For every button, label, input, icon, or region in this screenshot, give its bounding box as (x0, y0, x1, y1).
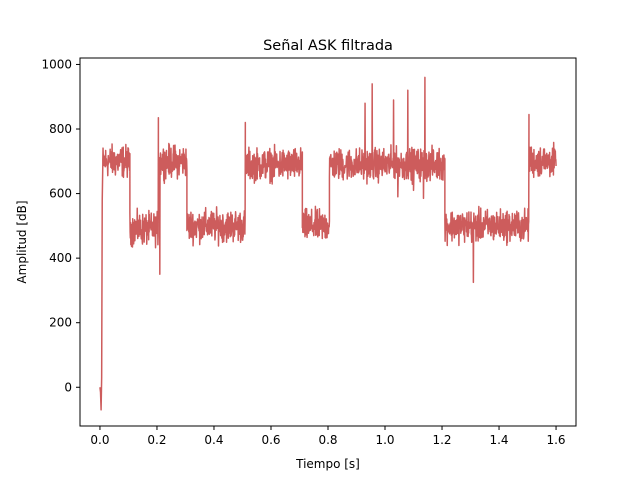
x-tick-label: 0.8 (318, 433, 337, 447)
y-tick-label: 600 (49, 187, 72, 201)
y-axis: 0 200 400 600 800 1000 (41, 57, 80, 394)
y-axis-label: Amplitud [dB] (15, 200, 29, 283)
x-tick-label: 1.4 (489, 433, 508, 447)
x-tick-label: 0.2 (147, 433, 166, 447)
y-tick-label: 400 (49, 251, 72, 265)
x-tick-label: 1.2 (432, 433, 451, 447)
series-layer (99, 76, 557, 411)
x-axis-label: Tiempo [s] (295, 457, 360, 471)
signal-line (99, 76, 557, 411)
y-tick-label: 1000 (41, 57, 72, 71)
x-tick-label: 1.6 (546, 433, 565, 447)
y-tick-label: 0 (64, 380, 72, 394)
x-tick-label: 0.0 (90, 433, 109, 447)
x-axis: 0.0 0.2 0.4 0.6 0.8 1.0 1.2 1.4 1.6 (90, 426, 566, 447)
y-tick-label: 800 (49, 122, 72, 136)
x-tick-label: 0.4 (204, 433, 223, 447)
x-tick-label: 1.0 (375, 433, 394, 447)
x-tick-label: 0.6 (261, 433, 280, 447)
y-tick-label: 200 (49, 316, 72, 330)
chart-title: Señal ASK filtrada (263, 38, 393, 54)
